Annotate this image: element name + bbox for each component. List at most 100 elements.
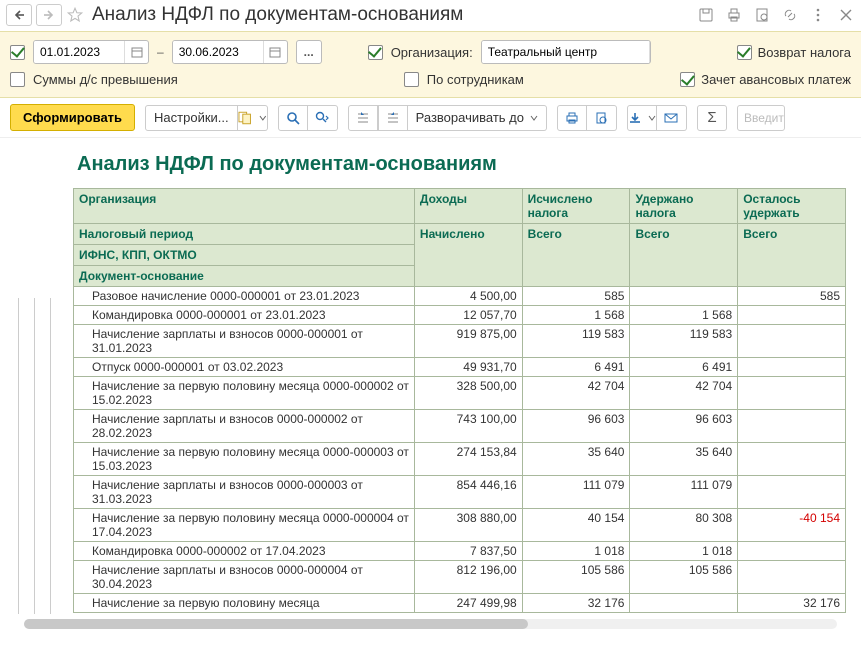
by-employees-checkbox[interactable] [404, 72, 419, 87]
table-row[interactable]: Начисление зарплаты и взносов 0000-00000… [74, 410, 846, 443]
advance-offset-checkbox[interactable] [680, 72, 695, 87]
expand-to-button[interactable]: Разворачивать до [408, 105, 547, 131]
withheld-cell [630, 287, 738, 306]
table-row[interactable]: Начисление зарплаты и взносов 0000-00000… [74, 476, 846, 509]
col-total1: Всего [522, 224, 630, 287]
date-from-input[interactable] [34, 41, 124, 63]
save-icon[interactable] [697, 6, 715, 24]
org-field[interactable] [481, 40, 651, 64]
close-icon[interactable] [837, 6, 855, 24]
print-button[interactable] [557, 105, 587, 131]
doc-cell: Начисление зарплаты и взносов 0000-00000… [74, 476, 415, 509]
date-from-field[interactable] [33, 40, 149, 64]
date-to-field[interactable] [172, 40, 288, 64]
calc-cell: 96 603 [522, 410, 630, 443]
doc-cell: Начисление за первую половину месяца [74, 594, 415, 613]
period-picker-button[interactable]: ... [296, 40, 322, 64]
remain-cell [738, 542, 846, 561]
horizontal-scrollbar[interactable] [10, 618, 851, 630]
calc-cell: 42 704 [522, 377, 630, 410]
advance-offset-label: Зачет авансовых платеж [701, 72, 851, 87]
calc-cell: 1 018 [522, 542, 630, 561]
calendar-icon[interactable] [124, 41, 148, 63]
sums-excess-checkbox[interactable] [10, 72, 25, 87]
income-cell: 7 837,50 [414, 542, 522, 561]
table-row[interactable]: Начисление зарплаты и взносов 0000-00000… [74, 561, 846, 594]
col-total2: Всего [630, 224, 738, 287]
withheld-cell: 1 018 [630, 542, 738, 561]
print-preview-button[interactable] [587, 105, 617, 131]
remain-cell [738, 476, 846, 509]
save-report-button[interactable] [627, 105, 657, 131]
favorite-icon[interactable] [66, 6, 84, 24]
calc-cell: 6 491 [522, 358, 630, 377]
calendar-icon[interactable] [263, 41, 287, 63]
link-icon[interactable] [781, 6, 799, 24]
expand-button[interactable] [378, 105, 408, 131]
income-cell: 274 153,84 [414, 443, 522, 476]
income-cell: 854 446,16 [414, 476, 522, 509]
more-icon[interactable] [809, 6, 827, 24]
dropdown-icon[interactable] [649, 41, 651, 63]
table-row[interactable]: Начисление за первую половину месяца 000… [74, 377, 846, 410]
settings-variants-button[interactable] [238, 105, 268, 131]
back-button[interactable] [6, 4, 32, 26]
generate-button[interactable]: Сформировать [10, 104, 135, 131]
table-row[interactable]: Начисление за первую половину месяца 000… [74, 443, 846, 476]
table-row[interactable]: Начисление зарплаты и взносов 0000-00000… [74, 325, 846, 358]
print-icon[interactable] [725, 6, 743, 24]
doc-cell: Начисление зарплаты и взносов 0000-00000… [74, 561, 415, 594]
collapse-button[interactable] [348, 105, 378, 131]
table-row[interactable]: Командировка 0000-000002 от 17.04.20237 … [74, 542, 846, 561]
org-input[interactable] [482, 41, 649, 63]
period-checkbox[interactable] [10, 45, 25, 60]
forward-button[interactable] [36, 4, 62, 26]
remain-cell: 585 [738, 287, 846, 306]
calc-cell: 119 583 [522, 325, 630, 358]
settings-label: Настройки... [154, 110, 229, 125]
remain-cell [738, 306, 846, 325]
date-to-input[interactable] [173, 41, 263, 63]
income-cell: 308 880,00 [414, 509, 522, 542]
withheld-cell: 96 603 [630, 410, 738, 443]
col-total3: Всего [738, 224, 846, 287]
report-title: Анализ НДФЛ по документам-основаниям [73, 153, 846, 188]
preview-icon[interactable] [753, 6, 771, 24]
withheld-cell: 1 568 [630, 306, 738, 325]
send-button[interactable] [657, 105, 687, 131]
remain-cell [738, 443, 846, 476]
expand-to-label: Разворачивать до [416, 110, 524, 125]
doc-cell: Разовое начисление 0000-000001 от 23.01.… [74, 287, 415, 306]
calc-cell: 32 176 [522, 594, 630, 613]
withheld-cell: 111 079 [630, 476, 738, 509]
settings-button[interactable]: Настройки... [145, 105, 238, 131]
table-row[interactable]: Начисление за первую половину месяца 000… [74, 509, 846, 542]
col-withheld: Удержано налога [630, 189, 738, 224]
search-input[interactable]: Введит [737, 105, 785, 131]
by-employees-label: По сотрудникам [427, 72, 524, 87]
return-tax-checkbox[interactable] [737, 45, 752, 60]
withheld-cell: 105 586 [630, 561, 738, 594]
col-org: Организация [74, 189, 415, 224]
col-docbase: Документ-основание [74, 266, 415, 287]
col-accrued: Начислено [414, 224, 522, 287]
doc-cell: Начисление за первую половину месяца 000… [74, 443, 415, 476]
table-row[interactable]: Начисление за первую половину месяца247 … [74, 594, 846, 613]
table-row[interactable]: Отпуск 0000-000001 от 03.02.202349 931,7… [74, 358, 846, 377]
doc-cell: Начисление зарплаты и взносов 0000-00000… [74, 325, 415, 358]
find-next-button[interactable] [308, 105, 338, 131]
return-tax-label: Возврат налога [758, 45, 851, 60]
find-button[interactable] [278, 105, 308, 131]
org-checkbox[interactable] [368, 45, 383, 60]
income-cell: 247 499,98 [414, 594, 522, 613]
col-ifns: ИФНС, КПП, ОКТМО [74, 245, 415, 266]
sums-excess-label: Суммы д/с превышения [33, 72, 178, 87]
table-row[interactable]: Разовое начисление 0000-000001 от 23.01.… [74, 287, 846, 306]
table-row[interactable]: Командировка 0000-000001 от 23.01.202312… [74, 306, 846, 325]
remain-cell [738, 358, 846, 377]
calc-cell: 111 079 [522, 476, 630, 509]
sum-button[interactable]: Σ [697, 105, 727, 131]
income-cell: 12 057,70 [414, 306, 522, 325]
col-calc: Исчислено налога [522, 189, 630, 224]
doc-cell: Начисление зарплаты и взносов 0000-00000… [74, 410, 415, 443]
